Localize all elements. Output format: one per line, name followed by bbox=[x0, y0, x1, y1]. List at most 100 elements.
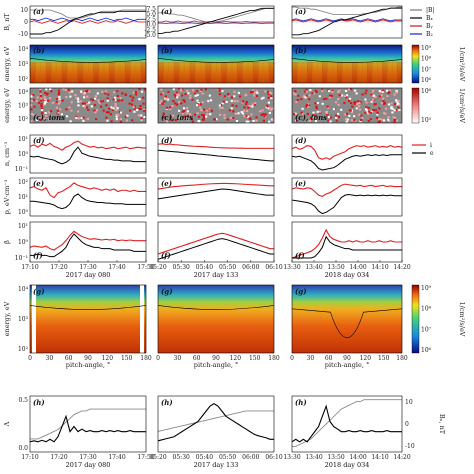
ion-pixel bbox=[201, 92, 204, 95]
ion-pixel bbox=[308, 94, 311, 97]
ion-pixel bbox=[138, 98, 141, 100]
y-tick-label-alt: 2.5 bbox=[146, 16, 156, 23]
ion-pixel bbox=[355, 107, 358, 110]
ion-pixel bbox=[88, 90, 91, 93]
ion-pixel bbox=[120, 99, 124, 102]
ion-pixel bbox=[121, 92, 124, 95]
ion-pixel bbox=[65, 115, 69, 118]
panel-label-g: (g) bbox=[161, 287, 173, 296]
spectrogram-cell bbox=[242, 62, 249, 83]
ion-pixel bbox=[115, 115, 118, 118]
ion-pixel bbox=[196, 90, 199, 93]
ion-pixel bbox=[348, 114, 351, 117]
ion-pixel bbox=[350, 88, 353, 91]
ion-pixel bbox=[270, 107, 273, 110]
colorbar-tick-label: 10⁸ bbox=[421, 306, 432, 313]
ion-pixel bbox=[191, 98, 194, 101]
series-p-electrons bbox=[30, 193, 146, 210]
panel-h-bg bbox=[30, 396, 146, 452]
series-n-electrons bbox=[291, 154, 402, 171]
pitch-angle-spectrogram bbox=[30, 285, 146, 353]
ion-pixel bbox=[270, 92, 273, 95]
ion-pixel bbox=[114, 103, 117, 106]
ion-pixel bbox=[105, 111, 109, 114]
ion-pixel bbox=[82, 119, 85, 122]
ion-pixel bbox=[378, 90, 381, 92]
ion-pixel bbox=[215, 118, 218, 121]
ion-pixel bbox=[359, 101, 362, 104]
spectrogram-cell bbox=[327, 62, 333, 83]
ion-pixel bbox=[365, 89, 368, 92]
ion-pixel bbox=[169, 108, 172, 111]
ion-pixel bbox=[178, 109, 181, 112]
y-tick-label-alt: 5.0 bbox=[146, 11, 156, 18]
ion-pixel bbox=[392, 116, 395, 119]
ion-pixel bbox=[131, 119, 134, 122]
spectrogram-electrons bbox=[292, 45, 402, 83]
ion-pixel bbox=[70, 101, 73, 104]
ion-pixel bbox=[106, 99, 109, 102]
ion-pixel bbox=[223, 114, 226, 117]
ion-pixel bbox=[190, 118, 193, 121]
ion-pixel bbox=[367, 112, 370, 115]
ion-pixel bbox=[129, 109, 132, 112]
ion-pixel bbox=[133, 107, 136, 110]
ion-pixel bbox=[48, 118, 51, 121]
ion-pixel bbox=[345, 120, 348, 123]
y-axis-label: β bbox=[3, 240, 11, 244]
ion-pixel bbox=[57, 102, 60, 105]
ion-pixel bbox=[235, 120, 239, 122]
ion-pixel bbox=[104, 90, 108, 93]
ion-pixel bbox=[311, 116, 314, 119]
ion-pixel bbox=[210, 109, 213, 112]
panel-label-e: (e) bbox=[295, 179, 306, 188]
ion-pixel bbox=[115, 113, 118, 116]
ion-pixel bbox=[115, 109, 118, 112]
legend-label: e bbox=[430, 150, 434, 157]
y-tick-label: 10⁰ bbox=[18, 151, 29, 158]
spectrogram-cell bbox=[158, 62, 164, 83]
pitch-tick-label: 150 bbox=[378, 355, 390, 362]
panel-frame bbox=[291, 177, 403, 217]
right-tick-label: -10 bbox=[405, 443, 415, 450]
panel-frame bbox=[291, 44, 403, 84]
ion-pixel bbox=[228, 109, 231, 112]
ion-pixel bbox=[202, 115, 205, 118]
ion-pixel bbox=[244, 94, 247, 97]
ion-pixel bbox=[344, 90, 348, 92]
y-tick-label: 10³ bbox=[18, 103, 29, 110]
series-n-ions bbox=[29, 140, 146, 151]
ion-pixel bbox=[337, 116, 341, 119]
y-axis-label: n, cm⁻³ bbox=[3, 142, 11, 167]
ion-pixel bbox=[302, 113, 305, 116]
ion-pixel bbox=[169, 116, 172, 119]
ion-pixel bbox=[262, 113, 265, 116]
ion-pixel bbox=[161, 92, 164, 95]
ion-pixel bbox=[124, 93, 127, 96]
spectrogram-electrons bbox=[30, 45, 146, 83]
y-tick-label: 10¹ bbox=[18, 194, 28, 201]
ion-pixel bbox=[112, 98, 115, 101]
ion-pixel bbox=[82, 116, 85, 119]
time-tick-label: 13:30 bbox=[283, 264, 300, 271]
ion-pixel bbox=[325, 112, 328, 114]
ion-pixel bbox=[46, 92, 49, 95]
ion-pixel bbox=[132, 91, 135, 94]
ion-pixel bbox=[367, 106, 370, 109]
ion-pixel bbox=[197, 115, 201, 118]
ion-pixel bbox=[106, 97, 109, 100]
ion-pixel bbox=[83, 96, 86, 99]
ion-pixel bbox=[237, 112, 240, 115]
ion-pixel bbox=[360, 119, 363, 121]
ion-pixel bbox=[253, 103, 256, 106]
y-tick-label: 0 bbox=[24, 19, 28, 26]
ion-pixel bbox=[369, 111, 372, 114]
ion-pixel bbox=[365, 106, 368, 109]
ion-pixel bbox=[247, 120, 250, 123]
ion-pixel bbox=[315, 114, 318, 117]
time-tick-label: 13:40 bbox=[305, 264, 322, 271]
pitch-tick-label: 0 bbox=[28, 355, 32, 362]
ion-pixel bbox=[311, 92, 314, 95]
ion-pixel bbox=[90, 105, 93, 108]
ion-pixel bbox=[134, 91, 137, 94]
